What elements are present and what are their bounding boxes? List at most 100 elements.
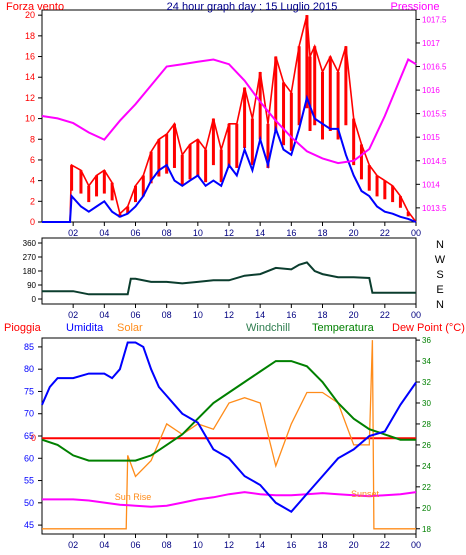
compass-letter-0: N: [436, 239, 444, 251]
temp-y-label-24: 24: [422, 462, 431, 471]
x-tick-label-06: 06: [130, 540, 140, 550]
direction-y-label-270: 270: [23, 253, 37, 262]
temp-y-label-22: 22: [422, 483, 431, 492]
x-tick-label-20: 20: [349, 540, 359, 550]
temp-y-label-20: 20: [422, 504, 431, 513]
x-tick-label-02: 02: [68, 540, 78, 550]
wind-average-line: [42, 94, 417, 223]
bottom-header-label-3: Windchill: [246, 322, 290, 334]
x-tick-label-10: 10: [193, 540, 203, 550]
direction-y-label-180: 180: [23, 267, 37, 276]
x-tick-label-16: 16: [286, 310, 296, 320]
pressure-y-label-1013.5: 1013.5: [422, 204, 447, 213]
x-tick-label-10: 10: [193, 310, 203, 320]
wind-y-label-10: 10: [25, 114, 35, 124]
wind-y-label-14: 14: [25, 72, 35, 82]
x-tick-label-02: 02: [68, 228, 78, 238]
humidity-temperature-panel: Pioggia Umidita Solar Windchill Temperatura D…: [4, 322, 465, 550]
temp-y-label-32: 32: [422, 378, 431, 387]
sunset-label: Sunset: [351, 489, 380, 499]
pressure-y-label-1017: 1017: [422, 39, 440, 48]
wind-direction-frame: [41, 237, 417, 305]
humidity-y-label-65: 65: [24, 431, 34, 441]
x-tick-label-16: 16: [286, 540, 296, 550]
rain-zero-label: 0: [31, 433, 36, 443]
humidity-y-label-75: 75: [24, 386, 34, 396]
x-tick-label-18: 18: [317, 540, 327, 550]
pressure-y-label-1014: 1014: [422, 180, 440, 189]
x-tick-label-22: 22: [380, 540, 390, 550]
pressure-y-label-1015: 1015: [422, 133, 440, 142]
wind-y-label-20: 20: [25, 10, 35, 20]
bottom-header-label-4: Temperatura: [312, 322, 375, 334]
x-tick-label-14: 14: [255, 228, 265, 238]
x-tick-label-04: 04: [99, 310, 109, 320]
humidity-y-label-85: 85: [24, 342, 34, 352]
wind-y-label-18: 18: [25, 31, 35, 41]
pressure-label: Pressione: [391, 1, 440, 13]
humidity-y-label-55: 55: [24, 476, 34, 486]
x-tick-label-18: 18: [317, 310, 327, 320]
x-tick-label-22: 22: [380, 228, 390, 238]
temp-y-label-28: 28: [422, 420, 431, 429]
x-tick-label-08: 08: [162, 228, 172, 238]
wind-y-label-12: 12: [25, 93, 35, 103]
humidity-y-label-50: 50: [24, 498, 34, 508]
compass-letter-4: N: [436, 299, 444, 311]
compass-letter-1: W: [435, 254, 446, 266]
x-tick-label-14: 14: [255, 540, 265, 550]
x-tick-label-20: 20: [349, 228, 359, 238]
direction-y-label-0: 0: [32, 295, 37, 304]
sunrise-label: Sun Rise: [115, 492, 152, 502]
x-tick-label-12: 12: [224, 228, 234, 238]
wind-y-label-6: 6: [30, 155, 35, 165]
pressure-line: [41, 58, 417, 165]
pressure-y-label-1017.5: 1017.5: [422, 15, 447, 24]
x-tick-label-00: 00: [411, 228, 421, 238]
humidity-temperature-frame: [41, 337, 417, 535]
x-tick-label-20: 20: [349, 310, 359, 320]
x-tick-label-00: 00: [411, 310, 421, 320]
x-tick-label-14: 14: [255, 310, 265, 320]
direction-y-label-90: 90: [27, 281, 36, 290]
top-chart-title: 24 hour graph day : 15 Luglio 2015: [167, 1, 338, 13]
wind-y-label-4: 4: [30, 176, 35, 186]
direction-y-label-360: 360: [23, 239, 37, 248]
solar-line: [42, 340, 416, 530]
pressure-y-label-1016.5: 1016.5: [422, 63, 447, 72]
wind-y-label-2: 2: [30, 196, 35, 206]
humidity-y-label-70: 70: [24, 409, 34, 419]
wind-y-label-0: 0: [30, 217, 35, 227]
wind-speed-label: Forza vento: [6, 1, 64, 13]
pressure-y-label-1016: 1016: [422, 86, 440, 95]
temp-y-label-26: 26: [422, 441, 431, 450]
x-tick-label-18: 18: [317, 228, 327, 238]
x-tick-label-06: 06: [130, 310, 140, 320]
dewpoint-line: [42, 491, 417, 508]
wind-y-label-16: 16: [25, 52, 35, 62]
temp-y-label-36: 36: [422, 336, 431, 345]
pressure-y-label-1014.5: 1014.5: [422, 157, 447, 166]
bottom-header-label-1: Umidita: [66, 322, 104, 334]
humidity-y-label-60: 60: [24, 453, 34, 463]
humidity-line: [41, 341, 417, 513]
wind-pressure-frame: [41, 9, 417, 223]
compass-letter-3: E: [436, 284, 443, 296]
bottom-header-label-2: Solar: [117, 322, 143, 334]
wind-pressure-panel: Forza vento 24 hour graph day : 15 Lugli…: [6, 1, 447, 238]
x-tick-label-04: 04: [99, 228, 109, 238]
x-tick-label-04: 04: [99, 540, 109, 550]
temperature-line: [41, 360, 416, 462]
x-tick-label-00: 00: [411, 540, 421, 550]
wind-y-label-8: 8: [30, 134, 35, 144]
temp-y-label-18: 18: [422, 525, 431, 534]
x-tick-label-02: 02: [68, 310, 78, 320]
pressure-y-label-1015.5: 1015.5: [422, 110, 447, 119]
x-tick-label-12: 12: [224, 540, 234, 550]
humidity-y-label-80: 80: [24, 364, 34, 374]
x-tick-label-16: 16: [286, 228, 296, 238]
x-tick-label-10: 10: [193, 228, 203, 238]
bottom-header-label-0: Pioggia: [4, 322, 42, 334]
